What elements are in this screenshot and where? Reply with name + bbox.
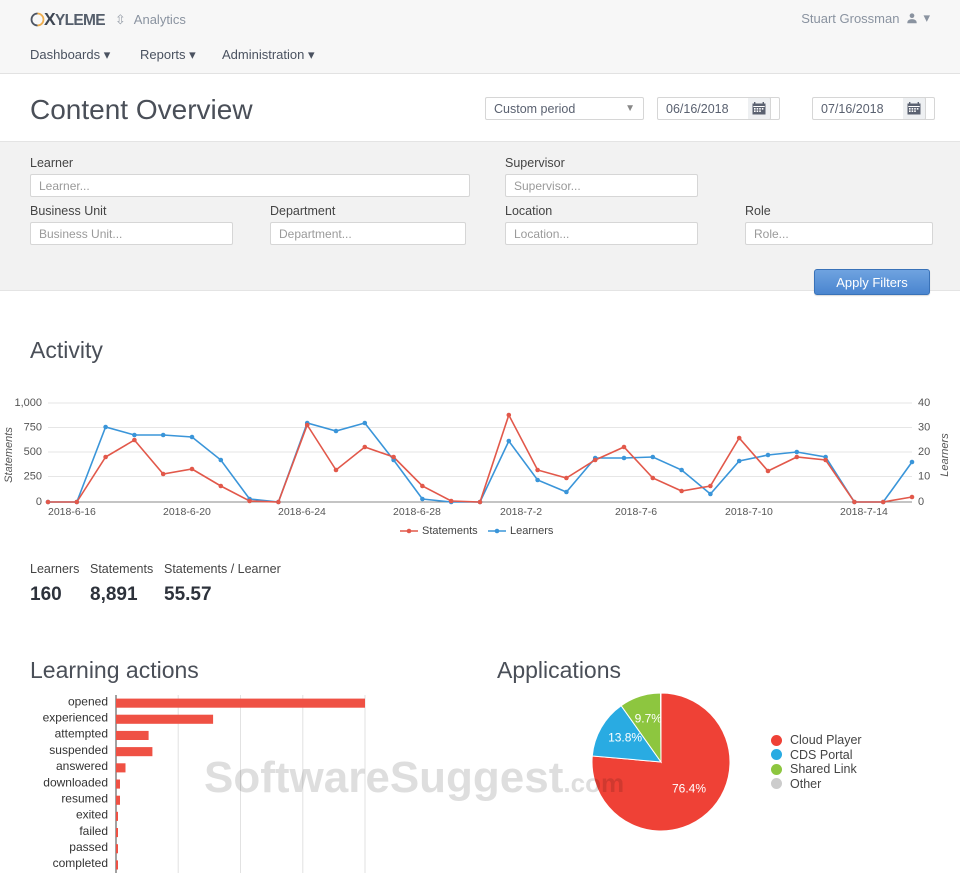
svg-text:2018-7-10: 2018-7-10 (725, 506, 773, 518)
svg-text:500: 500 (24, 446, 42, 458)
svg-text:Statements: Statements (422, 525, 478, 535)
svg-text:250: 250 (24, 471, 42, 483)
svg-text:30: 30 (918, 422, 930, 434)
svg-text:9.7%: 9.7% (635, 712, 663, 726)
svg-text:Learners: Learners (510, 525, 554, 535)
svg-text:40: 40 (918, 397, 930, 409)
svg-text:1,000: 1,000 (14, 397, 42, 409)
svg-text:20: 20 (918, 446, 930, 458)
svg-text:2018-6-16: 2018-6-16 (48, 506, 96, 518)
svg-text:attempted: attempted (55, 727, 108, 741)
svg-text:completed: completed (53, 856, 108, 870)
svg-text:resumed: resumed (61, 791, 108, 805)
svg-text:0: 0 (918, 496, 924, 508)
svg-text:Learners: Learners (939, 433, 951, 477)
svg-text:2018-7-2: 2018-7-2 (500, 506, 542, 518)
svg-text:failed: failed (79, 824, 108, 838)
svg-text:13.8%: 13.8% (608, 730, 642, 744)
svg-text:10: 10 (918, 471, 930, 483)
svg-text:750: 750 (24, 422, 42, 434)
svg-text:suspended: suspended (49, 743, 108, 757)
svg-text:downloaded: downloaded (43, 775, 108, 789)
svg-text:2018-7-14: 2018-7-14 (840, 506, 888, 518)
svg-text:experienced: experienced (43, 711, 108, 725)
svg-text:passed: passed (69, 840, 108, 854)
svg-text:opened: opened (68, 695, 108, 708)
svg-text:answered: answered (56, 759, 108, 773)
svg-text:2018-6-28: 2018-6-28 (393, 506, 441, 518)
svg-text:exited: exited (76, 808, 108, 822)
svg-text:Statements: Statements (3, 427, 15, 483)
svg-text:2018-6-24: 2018-6-24 (278, 506, 326, 518)
svg-text:0: 0 (36, 496, 42, 508)
svg-text:2018-7-6: 2018-7-6 (615, 506, 657, 518)
svg-text:2018-6-20: 2018-6-20 (163, 506, 211, 518)
